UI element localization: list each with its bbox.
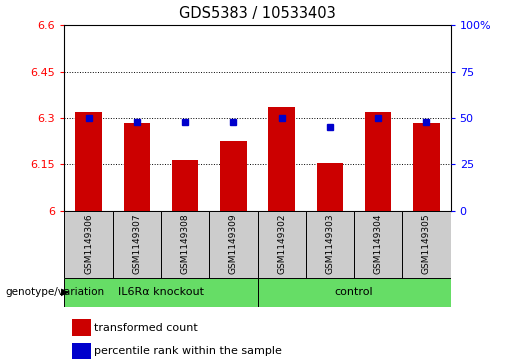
- Bar: [75, 112, 102, 211]
- Bar: [172, 160, 198, 211]
- Bar: [124, 123, 150, 211]
- Bar: [306, 211, 354, 278]
- Bar: [113, 211, 161, 278]
- Bar: [258, 211, 306, 278]
- Text: transformed count: transformed count: [94, 323, 197, 333]
- Text: GSM1149307: GSM1149307: [132, 214, 141, 274]
- Text: percentile rank within the sample: percentile rank within the sample: [94, 346, 282, 356]
- Text: GSM1149303: GSM1149303: [325, 214, 334, 274]
- Text: ▶: ▶: [61, 287, 69, 297]
- Text: control: control: [335, 287, 373, 297]
- Bar: [402, 211, 451, 278]
- Bar: [365, 112, 391, 211]
- Bar: [161, 211, 209, 278]
- Text: GSM1149309: GSM1149309: [229, 214, 238, 274]
- Bar: [72, 343, 91, 359]
- Text: GSM1149308: GSM1149308: [181, 214, 190, 274]
- Bar: [64, 278, 258, 307]
- Text: genotype/variation: genotype/variation: [5, 287, 104, 297]
- Text: GSM1149305: GSM1149305: [422, 214, 431, 274]
- Bar: [258, 278, 451, 307]
- Bar: [220, 141, 247, 211]
- Bar: [64, 211, 113, 278]
- Bar: [209, 211, 258, 278]
- Text: GSM1149306: GSM1149306: [84, 214, 93, 274]
- Bar: [72, 319, 91, 336]
- Bar: [317, 163, 343, 211]
- Bar: [268, 107, 295, 211]
- Bar: [354, 211, 402, 278]
- Bar: [413, 123, 440, 211]
- Title: GDS5383 / 10533403: GDS5383 / 10533403: [179, 7, 336, 21]
- Text: GSM1149302: GSM1149302: [277, 214, 286, 274]
- Text: IL6Rα knockout: IL6Rα knockout: [118, 287, 204, 297]
- Text: GSM1149304: GSM1149304: [374, 214, 383, 274]
